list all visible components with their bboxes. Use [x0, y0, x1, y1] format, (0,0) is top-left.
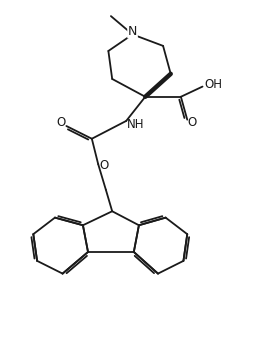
Text: OH: OH: [204, 78, 222, 91]
Text: O: O: [99, 159, 108, 172]
Text: O: O: [187, 116, 197, 129]
Text: NH: NH: [127, 118, 145, 131]
Text: O: O: [56, 116, 66, 130]
Text: N: N: [128, 25, 137, 38]
